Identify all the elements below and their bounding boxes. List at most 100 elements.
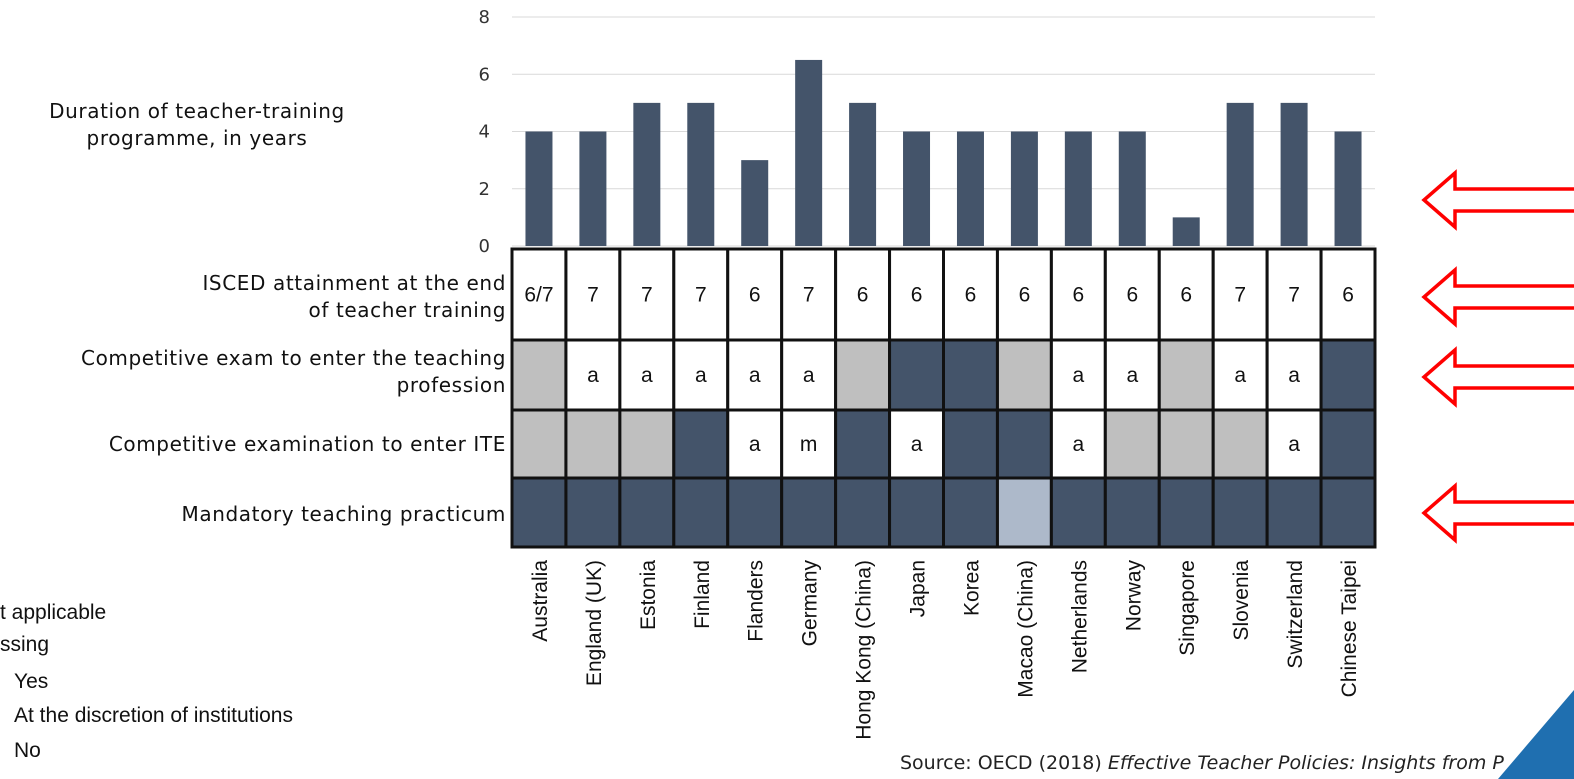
cell-value: 7 <box>1234 284 1246 307</box>
row-label-practicum: Mandatory teaching practicum <box>181 502 506 526</box>
cell-value: 7 <box>1288 284 1300 307</box>
table-cell <box>1157 338 1215 412</box>
bar <box>795 59 823 246</box>
source-prefix: Source: OECD (2018) <box>900 752 1108 774</box>
legend-missing: ssing <box>0 633 50 656</box>
bar <box>1118 131 1146 246</box>
category-label: England (UK) <box>583 560 606 686</box>
table-cell <box>834 338 892 412</box>
table-cell <box>672 408 730 480</box>
table-cell <box>942 476 999 549</box>
table-cell <box>726 247 784 342</box>
table-cell <box>510 408 568 480</box>
table-cell <box>1103 338 1161 412</box>
category-label: Norway <box>1122 560 1145 632</box>
category-label: Finland <box>691 560 714 629</box>
row-label-exam-profession: Competitive exam to enter the teaching p… <box>81 346 506 397</box>
cell-value: a <box>1073 364 1085 387</box>
table-cell <box>888 408 945 480</box>
table-cell <box>1211 408 1269 480</box>
table-cell <box>726 476 784 549</box>
legend-discretion: At the discretion of institutions <box>14 704 293 727</box>
cell-value: a <box>1073 433 1085 456</box>
category-label: Chinese Taipei <box>1338 560 1361 697</box>
legend-yes: Yes <box>14 670 49 693</box>
category-label: Switzerland <box>1284 560 1307 669</box>
category-label: Netherlands <box>1068 560 1091 673</box>
red-arrow <box>1421 346 1574 408</box>
cell-value: 6/7 <box>524 284 553 307</box>
category-label: Estonia <box>637 560 660 630</box>
bar <box>1172 217 1200 246</box>
bar <box>956 131 984 246</box>
table-cell <box>618 408 676 480</box>
table-cell <box>1211 247 1269 342</box>
bar <box>633 102 661 246</box>
cell-value: 6 <box>965 284 977 307</box>
table-cell <box>672 476 730 549</box>
cell-value: 6 <box>911 284 923 307</box>
table-cell <box>618 476 676 549</box>
row-label-isced: ISCED attainment at the end of teacher t… <box>202 271 506 322</box>
table-cell <box>1157 408 1215 480</box>
row-label-exam-ite: Competitive examination to enter ITE <box>108 432 506 456</box>
table-cell <box>510 338 568 412</box>
cell-value: 6 <box>749 284 761 307</box>
table-cell <box>942 338 999 412</box>
legend-not-applicable: t applicable <box>0 601 107 624</box>
category-label: Flanders <box>745 560 768 642</box>
bar <box>1010 131 1038 246</box>
bar <box>1064 131 1092 246</box>
cell-value: a <box>1288 433 1300 456</box>
table-cell <box>1103 476 1161 549</box>
cell-value: a <box>1234 364 1246 387</box>
red-arrow <box>1421 482 1574 544</box>
table-cell <box>564 408 622 480</box>
bar <box>687 102 715 246</box>
cell-value: 6 <box>1180 284 1192 307</box>
category-label: Hong Kong (China) <box>853 560 876 740</box>
table-cell <box>672 247 730 342</box>
table-cell <box>1211 476 1269 549</box>
category-label: Japan <box>907 560 930 617</box>
table-cell <box>1265 476 1323 549</box>
table-cell <box>995 338 1053 412</box>
table-cell <box>942 408 999 480</box>
table-cell <box>834 476 892 549</box>
table-cell <box>564 476 622 549</box>
y-tick-label: 8 <box>479 7 490 28</box>
category-label: Australia <box>529 560 552 642</box>
cell-value: 6 <box>1019 284 1031 307</box>
category-label: Korea <box>960 560 983 616</box>
cell-value: 6 <box>1073 284 1085 307</box>
cell-value: m <box>800 433 818 456</box>
cell-value: a <box>749 433 761 456</box>
table-cell <box>888 476 945 549</box>
table-cell <box>1103 408 1161 480</box>
table-cell <box>834 408 892 480</box>
category-label: Slovenia <box>1230 560 1253 641</box>
table-cell <box>995 408 1053 480</box>
bar <box>1280 102 1308 246</box>
bar <box>741 160 769 246</box>
table-cell <box>995 476 1053 549</box>
cell-value: a <box>1126 364 1138 387</box>
table-cell <box>1157 476 1215 549</box>
cell-value: 7 <box>641 284 653 307</box>
table-cell <box>780 408 838 480</box>
table-cell <box>1319 408 1377 480</box>
table-cell <box>1049 338 1107 412</box>
y-tick-label: 6 <box>479 64 490 85</box>
cell-value: a <box>1288 364 1300 387</box>
cell-value: a <box>587 364 599 387</box>
cell-value: 7 <box>803 284 815 307</box>
bar <box>1334 131 1362 246</box>
cell-value: a <box>695 364 707 387</box>
table-cell <box>888 338 945 412</box>
category-label: Macao (China) <box>1014 560 1037 698</box>
cell-value: a <box>803 364 815 387</box>
y-tick-label: 0 <box>479 236 490 257</box>
table-cell <box>1157 247 1215 342</box>
cell-value: a <box>911 433 923 456</box>
